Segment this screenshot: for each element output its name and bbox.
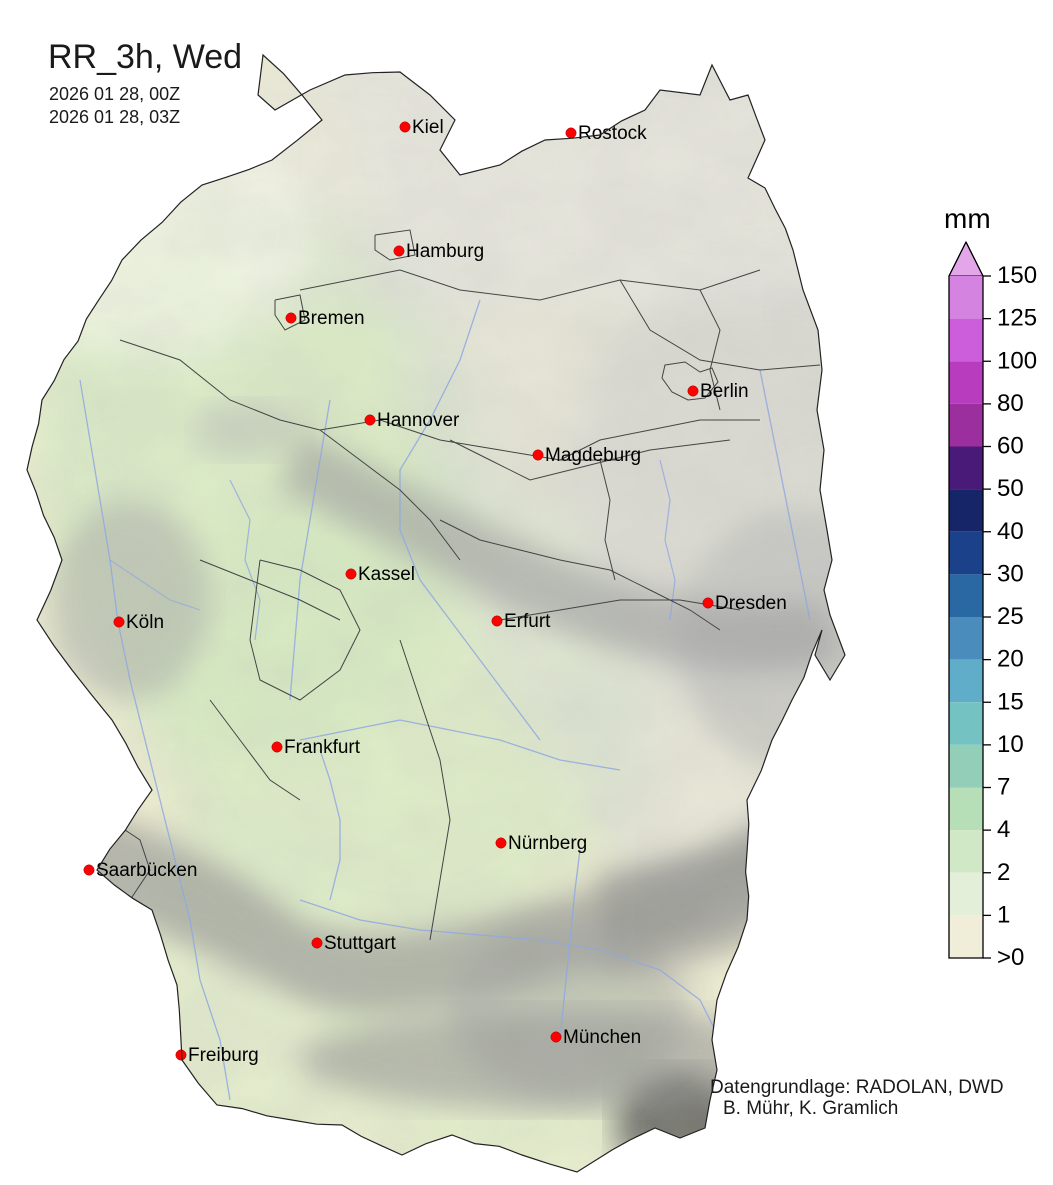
svg-text:7: 7 bbox=[997, 774, 1010, 801]
svg-text:30: 30 bbox=[997, 560, 1024, 587]
svg-text:Köln: Köln bbox=[126, 612, 164, 633]
svg-text:Kiel: Kiel bbox=[412, 117, 444, 138]
svg-text:Stuttgart: Stuttgart bbox=[324, 933, 397, 954]
svg-text:B. Mühr, K. Gramlich: B. Mühr, K. Gramlich bbox=[723, 1098, 898, 1119]
svg-text:10: 10 bbox=[997, 731, 1024, 758]
svg-text:mm: mm bbox=[944, 203, 991, 234]
svg-text:150: 150 bbox=[997, 262, 1037, 289]
svg-text:Bremen: Bremen bbox=[298, 308, 365, 329]
svg-text:80: 80 bbox=[997, 390, 1024, 417]
svg-text:München: München bbox=[563, 1027, 641, 1048]
svg-text:Erfurt: Erfurt bbox=[504, 611, 551, 632]
svg-text:Hamburg: Hamburg bbox=[406, 241, 484, 262]
svg-text:4: 4 bbox=[997, 816, 1010, 843]
svg-text:40: 40 bbox=[997, 518, 1024, 545]
svg-text:60: 60 bbox=[997, 433, 1024, 460]
svg-text:Frankfurt: Frankfurt bbox=[284, 737, 361, 758]
svg-text:125: 125 bbox=[997, 305, 1037, 332]
svg-text:Datengrundlage: RADOLAN, DWD: Datengrundlage: RADOLAN, DWD bbox=[710, 1077, 1004, 1098]
svg-text:100: 100 bbox=[997, 347, 1037, 374]
svg-text:15: 15 bbox=[997, 688, 1024, 715]
svg-text:Magdeburg: Magdeburg bbox=[545, 445, 641, 466]
svg-text:>0: >0 bbox=[997, 944, 1024, 971]
svg-text:25: 25 bbox=[997, 603, 1024, 630]
svg-text:Hannover: Hannover bbox=[377, 410, 460, 431]
svg-text:Freiburg: Freiburg bbox=[188, 1045, 259, 1066]
svg-text:Nürnberg: Nürnberg bbox=[508, 833, 587, 854]
svg-text:Kassel: Kassel bbox=[358, 564, 415, 585]
svg-text:1: 1 bbox=[997, 901, 1010, 928]
svg-text:Saarbücken: Saarbücken bbox=[96, 860, 197, 881]
svg-text:2: 2 bbox=[997, 859, 1010, 886]
svg-text:Dresden: Dresden bbox=[715, 593, 787, 614]
svg-text:Berlin: Berlin bbox=[700, 381, 749, 402]
svg-text:20: 20 bbox=[997, 646, 1024, 673]
svg-text:50: 50 bbox=[997, 475, 1024, 502]
